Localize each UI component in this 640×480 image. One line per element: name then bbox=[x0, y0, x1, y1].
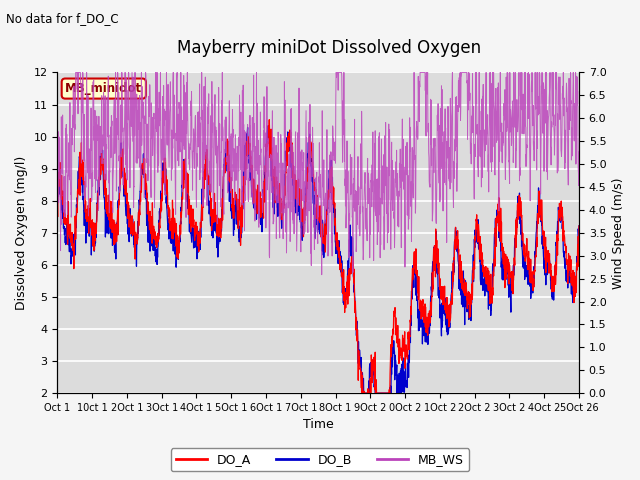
Title: Mayberry miniDot Dissolved Oxygen: Mayberry miniDot Dissolved Oxygen bbox=[177, 39, 481, 57]
Legend: DO_A, DO_B, MB_WS: DO_A, DO_B, MB_WS bbox=[171, 448, 469, 471]
Text: No data for f_DO_C: No data for f_DO_C bbox=[6, 12, 119, 25]
Y-axis label: Dissolved Oxygen (mg/l): Dissolved Oxygen (mg/l) bbox=[15, 156, 28, 310]
X-axis label: Time: Time bbox=[303, 419, 333, 432]
Y-axis label: Wind Speed (m/s): Wind Speed (m/s) bbox=[612, 177, 625, 288]
Text: MB_minidot: MB_minidot bbox=[65, 82, 142, 95]
